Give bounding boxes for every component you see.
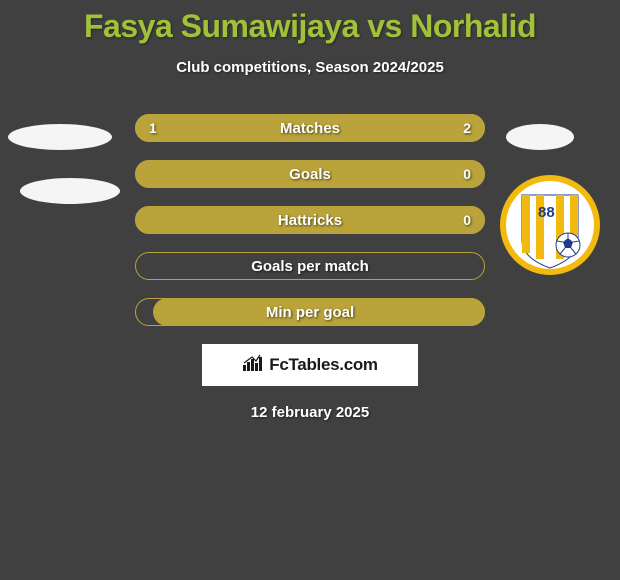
brand-box[interactable]: FcTables.com <box>202 344 418 386</box>
bar-label: Min per goal <box>135 298 485 326</box>
subtitle: Club competitions, Season 2024/2025 <box>0 59 620 76</box>
bar-value-right: 0 <box>463 160 471 188</box>
bar-value-right: 0 <box>463 206 471 234</box>
bar-label: Goals <box>135 160 485 188</box>
stat-bar: Min per goal <box>135 298 485 326</box>
brand-text: FcTables.com <box>269 355 378 375</box>
date-text: 12 february 2025 <box>0 404 620 421</box>
stat-bar: Goals0 <box>135 160 485 188</box>
stat-bar: Goals per match <box>135 252 485 280</box>
stat-bar: Matches1 2 <box>135 114 485 142</box>
bar-label: Goals per match <box>135 252 485 280</box>
page-title: Fasya Sumawijaya vs Norhalid <box>0 0 620 45</box>
brand-chart-icon <box>242 354 264 377</box>
bar-value-left: 1 <box>149 114 157 142</box>
bar-value-right: 2 <box>463 114 471 142</box>
bar-label: Matches <box>135 114 485 142</box>
stats-bars: Matches12Goals0Hattricks0Goals per match… <box>0 114 620 326</box>
stat-bar: Hattricks0 <box>135 206 485 234</box>
bar-label: Hattricks <box>135 206 485 234</box>
